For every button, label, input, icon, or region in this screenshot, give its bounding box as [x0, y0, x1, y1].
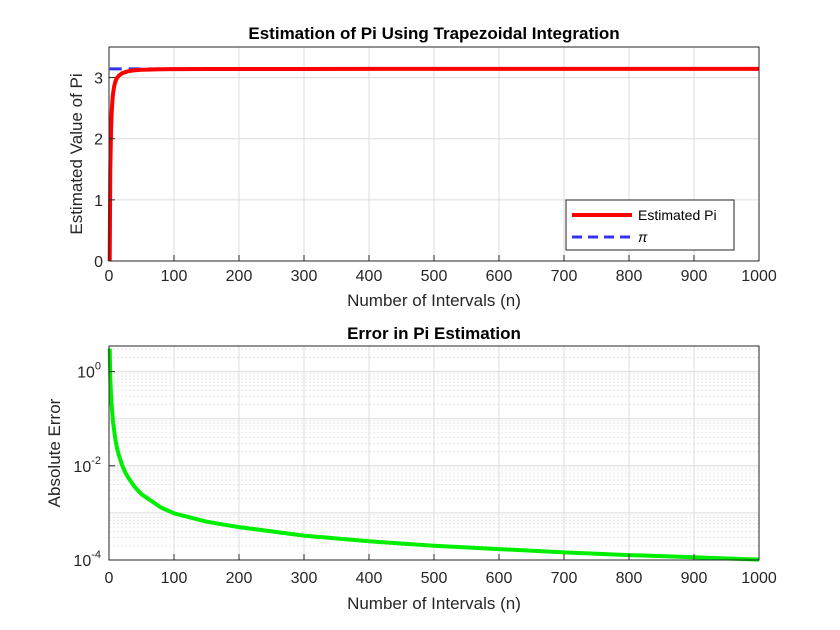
bottom-y-tick-label: 10-2	[73, 455, 101, 476]
top-x-tick-label: 200	[226, 268, 253, 285]
legend-label-pi: π	[638, 229, 648, 245]
top-x-tick-label: 500	[421, 268, 448, 285]
bottom-x-tick-label: 800	[616, 570, 643, 587]
bottom-y-tick-label: 100	[77, 361, 101, 382]
bottom-x-tick-label: 500	[421, 570, 448, 587]
legend-label-estimated-pi: Estimated Pi	[638, 207, 717, 223]
bottom-x-ticks: 0 100 200 300 400 500 600 700 800 900 1000	[105, 554, 777, 587]
bottom-series-lines	[107, 348, 760, 562]
absolute-error-series	[107, 348, 760, 562]
top-y-tick-label: 3	[94, 71, 103, 88]
top-y-tick-label: 2	[94, 132, 103, 149]
bottom-x-tick-label: 400	[356, 570, 383, 587]
top-x-tick-label: 900	[681, 268, 708, 285]
bottom-x-tick-label: 100	[161, 570, 188, 587]
bottom-x-tick-label: 1000	[741, 570, 777, 587]
top-x-tick-label: 300	[291, 268, 318, 285]
top-y-tick-label: 1	[94, 193, 103, 210]
top-x-tick-label: 800	[616, 268, 643, 285]
estimated-pi-series	[107, 66, 759, 262]
top-chart-title: Estimation of Pi Using Trapezoidal Integ…	[248, 24, 619, 43]
bottom-x-tick-label: 700	[551, 570, 578, 587]
bottom-x-tick-label: 0	[105, 570, 114, 587]
bottom-x-tick-label: 600	[486, 570, 513, 587]
bottom-x-tick-label: 200	[226, 570, 253, 587]
bottom-y-tick-label: 10-4	[73, 549, 101, 570]
top-y-tick-label: 0	[94, 254, 103, 271]
bottom-grid	[108, 346, 760, 561]
top-x-tick-label: 100	[161, 268, 188, 285]
bottom-x-tick-label: 300	[291, 570, 318, 587]
top-x-axis-label: Number of Intervals (n)	[347, 291, 521, 310]
bottom-subplot: 0 100 200 300 400 500 600 700 800 900 1000 10-410-…	[45, 324, 777, 613]
top-x-tick-label: 700	[551, 268, 578, 285]
bottom-y-axis-label: Absolute Error	[45, 398, 64, 507]
top-x-tick-label: 600	[486, 268, 513, 285]
top-x-tick-label: 1000	[741, 268, 777, 285]
top-x-tick-label: 0	[105, 268, 114, 285]
bottom-x-tick-label: 900	[681, 570, 708, 587]
top-x-tick-label: 400	[356, 268, 383, 285]
top-subplot: 0 100 200 300 400 500 600 700 800 900 1000 0 1 2 3 Es…	[67, 24, 777, 310]
top-y-axis-label: Estimated Value of Pi	[67, 73, 86, 234]
top-y-ticks: 0 1 2 3	[94, 71, 115, 271]
bottom-x-axis-label: Number of Intervals (n)	[347, 594, 521, 613]
top-x-ticks: 0 100 200 300 400 500 600 700 800 900 1000	[105, 255, 777, 285]
top-series-lines	[107, 66, 759, 262]
bottom-chart-title: Error in Pi Estimation	[347, 324, 521, 343]
legend-box	[565, 199, 735, 251]
bottom-y-ticks: 10-4 10-2 100	[73, 361, 115, 570]
top-legend: Estimated Pi π	[565, 199, 735, 251]
